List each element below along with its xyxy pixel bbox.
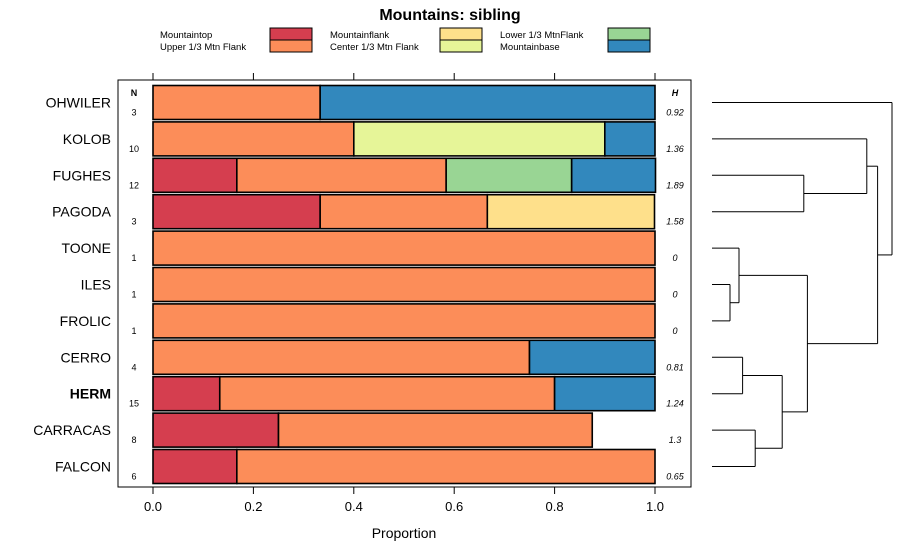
h-value: 1.36 xyxy=(666,144,684,154)
x-axis-label: Proportion xyxy=(372,525,437,541)
legend-swatch xyxy=(607,27,651,41)
bar-segment xyxy=(218,375,556,412)
bar-segment xyxy=(152,448,238,485)
legend-label: Upper 1/3 Mtn Flank xyxy=(160,42,246,53)
row-label: TOONE xyxy=(61,240,111,256)
bar-segment xyxy=(486,193,656,230)
n-value: 8 xyxy=(131,435,136,445)
bar-segment xyxy=(236,157,447,194)
bar-segment xyxy=(152,157,238,194)
row-label: OHWILER xyxy=(46,95,111,111)
n-value: 3 xyxy=(131,217,136,227)
legend-label: Mountainbase xyxy=(500,42,560,53)
n-value: 12 xyxy=(129,180,139,190)
h-value: 1.3 xyxy=(669,435,682,445)
h-value: 0.92 xyxy=(666,108,684,118)
legend-swatch xyxy=(269,39,313,53)
bar-segment xyxy=(152,193,321,230)
bar-segment xyxy=(319,84,656,121)
legend-swatch xyxy=(439,39,483,53)
h-value: 1.58 xyxy=(666,217,684,227)
h-value: 0 xyxy=(672,290,677,300)
bar-segment xyxy=(352,121,606,157)
row-label: CARRACAS xyxy=(33,422,111,438)
x-tick-label: 0.2 xyxy=(244,499,262,514)
row-label: ILES xyxy=(81,277,111,293)
n-header: N xyxy=(131,88,138,98)
x-tick-label: 1.0 xyxy=(646,499,664,514)
bar-segment xyxy=(528,339,656,376)
h-value: 0.81 xyxy=(666,362,684,372)
h-value: 1.89 xyxy=(666,180,684,190)
legend-swatch xyxy=(269,27,313,41)
x-axis-top xyxy=(152,73,656,80)
h-value: 0.65 xyxy=(666,472,685,482)
bar-segment xyxy=(152,84,321,121)
x-tick-label: 0.4 xyxy=(345,499,363,514)
row-label: CERRO xyxy=(60,349,111,365)
legend-swatch xyxy=(439,27,483,41)
bar-segment xyxy=(152,412,280,448)
x-axis-bottom: 0.0 0.2 0.4 0.6 0.8 1.0 xyxy=(144,487,664,514)
bars xyxy=(152,84,657,485)
dendrogram xyxy=(712,102,893,467)
bar-segment xyxy=(152,303,656,339)
h-value: 0 xyxy=(672,326,677,336)
bar-segment xyxy=(152,375,221,412)
bar-segment xyxy=(152,121,355,157)
row-label: KOLOB xyxy=(63,131,111,147)
h-value: 0 xyxy=(672,253,677,263)
h-value: 1.24 xyxy=(666,399,684,409)
bar-segment xyxy=(570,157,657,194)
plot-frame xyxy=(117,79,692,488)
legend-swatch xyxy=(607,39,651,53)
row-label: HERM xyxy=(70,386,111,402)
n-value: 1 xyxy=(131,290,136,300)
x-tick-label: 0.0 xyxy=(144,499,162,514)
bar-segment xyxy=(603,121,656,157)
legend-label: Mountaintop xyxy=(160,30,212,41)
legend-label: Lower 1/3 MtnFlank xyxy=(500,30,584,41)
chart-title: Mountains: sibling xyxy=(379,7,520,24)
bar-segment xyxy=(319,193,489,230)
x-tick-label: 0.6 xyxy=(445,499,463,514)
n-value: 4 xyxy=(131,362,136,372)
legend-label: Mountainflank xyxy=(330,30,389,41)
n-value: 3 xyxy=(131,108,136,118)
row-label: FUGHES xyxy=(53,167,111,183)
bar-segment xyxy=(236,448,656,485)
h-labels: 0.92 1.36 1.89 1.58 0 0 0 0.81 1.24 1.3 0.65 xyxy=(666,108,685,482)
bar-segment xyxy=(445,157,573,194)
row-label: FALCON xyxy=(55,459,111,475)
n-labels: 3 10 12 3 1 1 1 4 15 8 6 xyxy=(129,108,139,482)
h-header: H xyxy=(672,88,679,98)
row-labels: OHWILER KOLOB FUGHES PAGODA TOONE ILES FROLIC C… xyxy=(33,95,111,475)
row-label: PAGODA xyxy=(52,204,112,220)
row-label: FROLIC xyxy=(60,313,111,329)
bar-segment xyxy=(152,339,531,376)
legend-label: Center 1/3 Mtn Flank xyxy=(330,42,419,53)
bar-segment xyxy=(152,230,656,266)
n-value: 1 xyxy=(131,326,136,336)
bar-segment xyxy=(152,266,656,303)
n-value: 1 xyxy=(131,253,136,263)
bar-segment xyxy=(277,412,594,448)
bar-segment xyxy=(553,375,656,412)
x-tick-label: 0.8 xyxy=(546,499,564,514)
n-value: 15 xyxy=(129,399,139,409)
n-value: 10 xyxy=(129,144,139,154)
n-value: 6 xyxy=(131,472,136,482)
